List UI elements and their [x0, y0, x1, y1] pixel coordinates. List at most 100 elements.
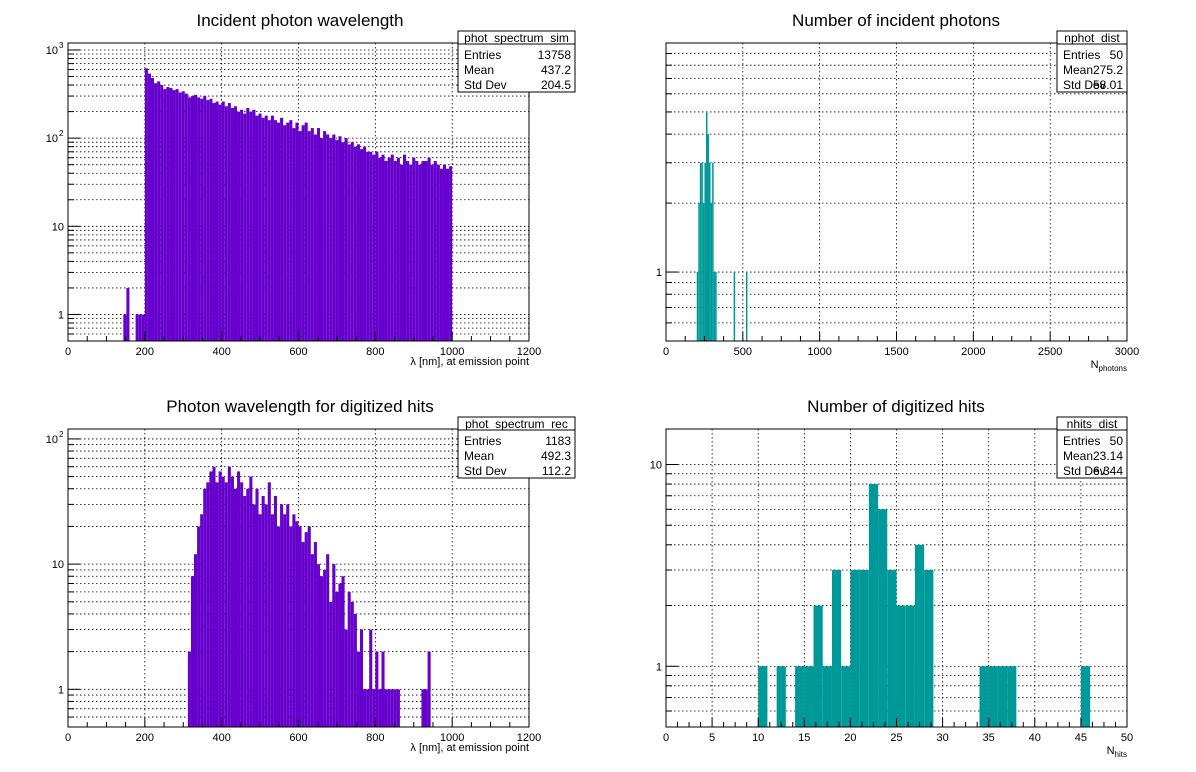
histogram-bar: [141, 314, 145, 341]
stats-row-value: 6.344: [1093, 464, 1123, 478]
stats-row-value: 50: [1110, 434, 1124, 448]
histogram-bar: [261, 495, 265, 727]
histogram-bar: [209, 98, 213, 342]
histogram-bar: [224, 482, 228, 727]
histogram-bar: [218, 104, 222, 342]
histogram-bar: [715, 272, 717, 341]
histogram-bar: [237, 111, 241, 341]
x-tick-label: 0: [663, 346, 669, 358]
x-tick-label: 400: [212, 346, 230, 358]
x-axis-label: λ [nm], at emission point: [410, 356, 529, 368]
histogram-bar: [184, 93, 188, 342]
histogram-bar: [227, 466, 231, 727]
histogram-bar: [887, 570, 897, 727]
histogram-bar: [896, 605, 906, 727]
histogram-bar: [421, 161, 425, 341]
histogram-bar: [190, 576, 195, 727]
y-tick-exponent: 3: [59, 41, 64, 50]
x-tick-label: 10: [752, 732, 764, 744]
y-tick-label: 10: [46, 133, 58, 145]
x-tick-label: 40: [1029, 732, 1041, 744]
stats-row-label: Entries: [1063, 48, 1100, 62]
histogram-bar: [372, 689, 376, 727]
histogram-bar: [446, 168, 450, 341]
histogram-bar: [307, 526, 311, 727]
histogram-bar: [699, 162, 702, 341]
stats-row-label: Mean: [1063, 63, 1093, 77]
stats-row-label: Mean: [1063, 449, 1093, 463]
y-tick-label: 10: [52, 221, 64, 233]
histogram-bar: [301, 542, 305, 727]
histogram-bar: [363, 146, 367, 341]
x-tick-label: 35: [983, 732, 995, 744]
chart-panel-1: Incident photon wavelength 0 200 400 600 800 1…: [46, 11, 576, 368]
histogram-bar: [702, 203, 705, 341]
histogram-bar: [335, 140, 339, 341]
histogram-bar: [175, 89, 179, 341]
histogram-bar: [713, 272, 716, 341]
histogram-bar: [393, 161, 397, 341]
stats-box-name: nhits_dist: [1067, 417, 1118, 431]
histogram-bar: [243, 495, 247, 727]
stats-row-label: Std Dev: [1063, 464, 1106, 478]
histogram-bar: [329, 138, 333, 341]
histogram-bar: [433, 161, 437, 341]
x-axis-label: Nphotons: [1091, 359, 1127, 373]
x-tick-label: 0: [663, 732, 669, 744]
histogram-bar: [194, 94, 198, 342]
stats-box: phot_spectrum_rec Entries 1183 Mean 492.3 Std…: [457, 416, 576, 479]
histogram-bar: [776, 666, 786, 727]
histogram-bar: [218, 471, 222, 727]
y-tick-label: 1: [58, 684, 64, 696]
stats-row-value: 58.01: [1093, 78, 1123, 92]
histogram-bar: [310, 554, 314, 727]
histogram-bar: [197, 97, 201, 341]
histogram-bar: [733, 272, 736, 341]
stats-box-name: nphot_dist: [1064, 31, 1120, 45]
histogram-bar: [304, 532, 308, 727]
stats-box-frame: [457, 30, 576, 93]
stats-box-name: phot_spectrum_sim: [464, 31, 569, 45]
histogram-bar: [359, 629, 364, 727]
histogram-bar: [323, 131, 327, 341]
histogram-bar: [273, 495, 277, 727]
stats-row-value: 23.14: [1093, 449, 1123, 463]
chart-title: Number of incident photons: [792, 11, 1000, 30]
stats-row-label: Mean: [464, 449, 494, 463]
histogram-bar: [378, 689, 382, 727]
histogram-bar: [212, 103, 216, 341]
histogram-bar: [123, 314, 127, 341]
histogram-bar: [283, 514, 287, 727]
stats-row-value: 1183: [545, 434, 571, 448]
histogram-bar: [359, 149, 364, 341]
x-tick-label: 20: [844, 732, 856, 744]
histogram-bar: [350, 142, 354, 341]
histogram-bar: [249, 476, 253, 727]
stats-row-value: 437.2: [541, 63, 571, 77]
histogram-bar: [393, 689, 397, 727]
y-tick-exponent: 2: [59, 430, 64, 439]
stats-row-value: 112.2: [542, 464, 571, 478]
y-tick-label: 1: [656, 661, 662, 673]
histogram-bar: [154, 83, 158, 341]
histogram-bar: [709, 162, 711, 341]
histogram-bar: [292, 128, 296, 341]
histogram-bar: [1007, 666, 1017, 727]
histogram-bar: [424, 689, 428, 727]
grid-lines: [666, 429, 1127, 727]
histogram-bar: [369, 151, 373, 341]
histogram-bar: [390, 689, 394, 727]
stats-box-frame: [1056, 416, 1128, 479]
y-tick-label: 1: [656, 267, 662, 279]
histogram-bar: [292, 514, 296, 727]
x-tick-label: 200: [136, 732, 154, 744]
x-tick-label: 30: [936, 732, 948, 744]
histogram-bar: [347, 144, 351, 341]
stats-box-name: phot_spectrum_rec: [465, 417, 568, 431]
x-axis-label: λ [nm], at emission point: [410, 742, 529, 754]
histogram-bar: [255, 488, 259, 727]
histogram-bar: [258, 113, 262, 342]
x-tick-label: 0: [65, 346, 71, 358]
stats-row-value: 492.3: [541, 449, 571, 463]
histogram-bar: [356, 651, 360, 727]
